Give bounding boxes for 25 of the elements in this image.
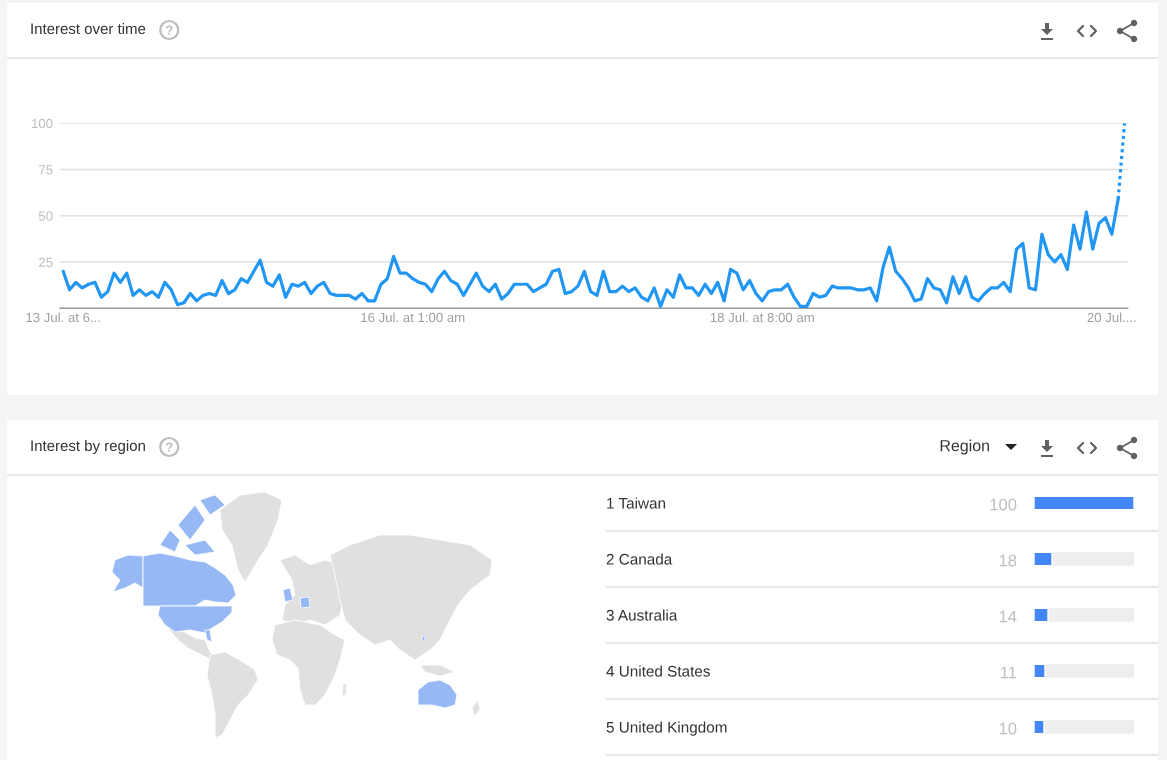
data-label: 100 (990, 498, 1017, 511)
data-label: 11 (1000, 666, 1017, 679)
text: Region (940, 439, 989, 455)
y-tick-label: 3 Australia (606, 609, 678, 621)
bar (1034, 663, 1046, 679)
y-tick-label: 50 (38, 211, 53, 221)
y-tick-label: 100 (32, 118, 53, 129)
text: Interest by region (31, 440, 145, 454)
y-tick-label: 75 (39, 165, 53, 175)
x-tick-label: 20 Jul.... (1087, 312, 1136, 323)
bar (1034, 607, 1049, 623)
x-tick-label: 18 Jul. at 8:00 am (710, 312, 814, 323)
y-tick-label: 1 Taiwan (607, 497, 666, 509)
data-label: 18 (999, 554, 1017, 567)
y-tick-label: 25 (39, 257, 53, 267)
bar (1034, 719, 1045, 735)
data-label: 14 (999, 610, 1017, 623)
bar (1034, 551, 1053, 567)
data-label: 10 (999, 722, 1017, 735)
x-tick-label: 16 Jul. at 1:00 am (361, 312, 465, 323)
chart-title: Interest over time (31, 23, 146, 35)
y-tick-label: 5 United Kingdom (606, 721, 727, 736)
x-tick-label: 13 Jul. at 6... (26, 312, 100, 323)
y-tick-label: 2 Canada (606, 553, 673, 565)
y-tick-label: 4 United States (606, 665, 710, 677)
